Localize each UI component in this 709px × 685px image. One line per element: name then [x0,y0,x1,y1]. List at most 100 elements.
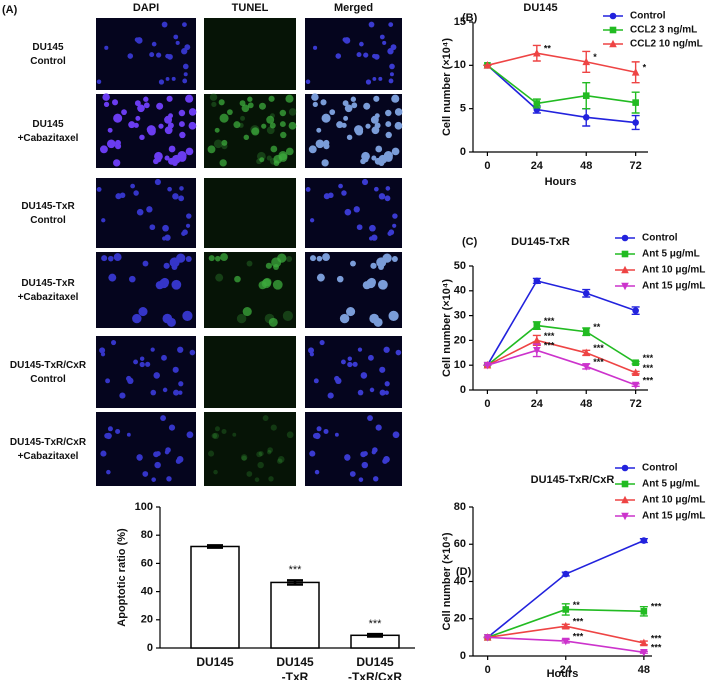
x-tick-label: 0 [484,160,490,172]
y-tick-label: 0 [460,146,466,158]
legend-label: Control [630,11,666,22]
nucleus [369,387,375,393]
nucleus [266,155,272,161]
nucleus [104,433,110,439]
nucleus [177,346,184,353]
nucleus [327,392,334,399]
series-line [486,279,636,366]
nucleus [363,102,371,110]
marker [609,26,617,34]
nucleus [172,366,179,373]
nucleus [165,77,170,81]
nucleus [214,255,221,262]
row-label: DU145-TxR/CxR Control [10,360,87,385]
nucleus [135,115,141,121]
marker [561,637,570,646]
nucleus [142,260,149,267]
nucleus [146,125,156,135]
nucleus [370,115,379,124]
nucleus [162,387,168,393]
nucleus [384,381,390,387]
nucleus [107,255,114,262]
nucleus [286,431,294,439]
nucleus [241,455,247,461]
marker [582,114,590,121]
nucleus [357,389,364,396]
significance: *** [544,331,555,341]
nucleus [246,260,253,267]
nucleus [359,41,364,47]
nucleus [343,115,349,121]
significance: *** [544,341,555,351]
series-line [486,64,636,124]
nucleus [164,115,173,124]
nucleus [151,477,156,482]
nucleus [185,223,191,228]
nucleus [182,63,189,70]
nucleus [367,415,373,422]
nucleus [272,279,283,290]
marker [621,282,629,291]
panel-label: (A) [2,4,18,16]
y-tick-label: 15 [454,16,466,28]
nucleus [247,102,254,109]
nucleus [171,264,178,270]
legend-label: CCL2 3 ng/mL [630,25,697,36]
nucleus [155,281,164,290]
micrograph [204,412,296,486]
nucleus [106,469,111,475]
nucleus [214,127,220,133]
marker [582,328,590,336]
nucleus [209,93,218,101]
marker [631,368,640,376]
nucleus [385,109,392,117]
nucleus [282,310,293,321]
column-header: TUNEL [232,2,269,14]
nucleus [186,213,192,219]
nucleus [184,44,191,51]
nucleus [373,476,379,482]
nucleus [134,37,140,43]
legend-label: Ant 15 μg/mL [642,511,705,522]
nucleus [313,378,319,384]
nucleus [273,160,280,167]
panel-label: (D) [456,566,472,578]
nucleus [179,131,186,139]
x-tick-label: 48 [580,398,592,410]
nucleus [133,190,139,196]
x-tick-label: 24 [531,398,544,410]
nucleus [168,424,176,431]
y-tick-label: 40 [141,586,153,598]
row-label: DU145 +Cabazitaxel [18,119,79,144]
nucleus [158,123,164,129]
y-axis-label: Cell number (×10⁴) [441,279,453,377]
nucleus [254,477,260,482]
nucleus [172,160,178,167]
row-label-line: +Cabazitaxel [18,133,79,144]
nucleus [313,45,318,50]
marker [609,12,617,20]
error-bar [287,579,303,586]
nucleus [101,255,108,262]
nucleus [251,127,260,136]
nucleus [108,273,117,282]
chart-title: DU145-TxR [511,236,570,248]
nucleus [145,361,151,367]
significance: * [643,63,647,73]
nucleus [213,139,223,149]
nucleus [154,461,161,469]
nucleus [383,346,390,353]
nucleus [388,310,399,321]
nucleus [181,231,186,236]
x-tick-label-line: DU145 [196,655,234,669]
nucleus [156,102,164,110]
nucleus [178,121,185,128]
micrograph [204,252,296,328]
nucleus [171,279,182,290]
nucleus [221,428,227,434]
nucleus [167,122,174,129]
nucleus [373,95,380,102]
nucleus [316,273,325,282]
nucleus [127,53,134,59]
